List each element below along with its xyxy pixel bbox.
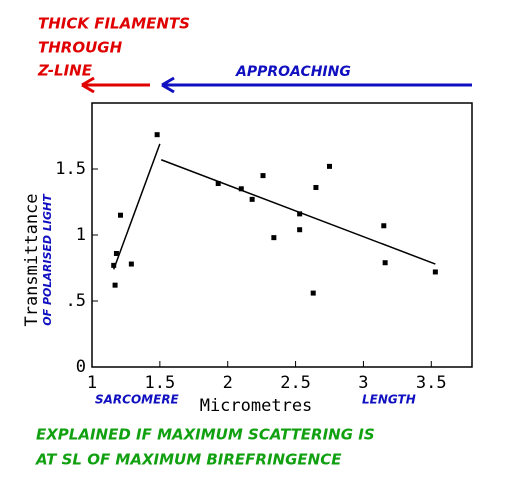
point — [154, 132, 160, 138]
y-tick-label: .5 — [66, 291, 86, 311]
point — [238, 186, 244, 192]
x-tick-label: 2 — [223, 373, 233, 393]
point — [111, 262, 117, 268]
caption-line: EXPLAINED IF MAXIMUM SCATTERING IS — [36, 426, 375, 444]
point — [297, 227, 303, 233]
x-label-left: SARCOMERE — [95, 393, 180, 407]
y-tick-label: 0 — [76, 357, 86, 377]
x-tick-label: 2.5 — [280, 373, 311, 393]
x-tick-label: 1.5 — [144, 373, 175, 393]
point — [112, 282, 118, 288]
title-line: Z-LINE — [37, 62, 93, 80]
point — [381, 223, 387, 229]
fit-line — [113, 143, 161, 270]
point — [297, 211, 303, 217]
point — [113, 250, 119, 256]
y-label-sub: OF POLARISED LIGHT — [41, 193, 54, 326]
red-arrow — [81, 76, 150, 94]
x-tick-label: 3 — [358, 373, 368, 393]
point — [432, 269, 438, 275]
blue-arrow — [161, 76, 472, 94]
x-tick-label: 1 — [87, 373, 97, 393]
title: THICK FILAMENTS THROUGH Z-LINE — [37, 15, 190, 80]
point — [260, 173, 266, 179]
y-tick-label: 1 — [76, 225, 86, 245]
y-tick-label: 1.5 — [55, 159, 86, 179]
point — [271, 235, 277, 241]
point — [313, 184, 319, 190]
point — [382, 260, 388, 266]
point — [327, 163, 332, 169]
point — [215, 181, 221, 187]
point — [118, 212, 123, 218]
point — [249, 196, 255, 202]
point — [310, 290, 316, 296]
y-label: Transmittance — [22, 193, 42, 326]
point — [128, 261, 134, 267]
x-label: Micrometres — [200, 396, 313, 416]
x-label-right: LENGTH — [362, 393, 416, 407]
title-line: THICK FILAMENTS — [38, 15, 190, 33]
caption-line: AT SL OF MAXIMUM BIREFRINGENCE — [35, 451, 342, 469]
plot-frame — [91, 102, 473, 368]
arrow-label: APPROACHING — [235, 64, 351, 80]
title-line: THROUGH — [38, 39, 123, 57]
x-tick-label: 3.5 — [416, 373, 447, 393]
